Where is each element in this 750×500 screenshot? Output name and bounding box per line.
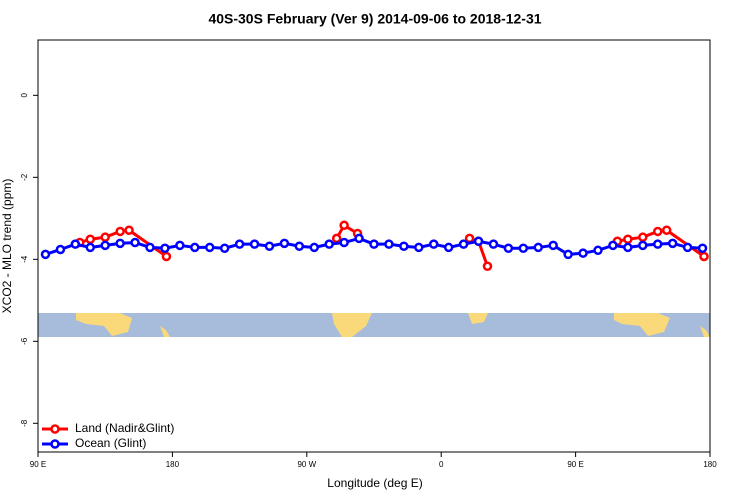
data-point [623,234,633,244]
data-point [482,261,493,272]
y-axis-label: XCO2 - MLO trend (ppm) [0,179,14,314]
data-point [309,242,320,253]
data-point [115,226,125,237]
data-point [234,239,245,249]
data-point [100,232,110,242]
data-point [488,239,499,249]
data-point [175,240,185,251]
data-point [399,241,409,251]
x-axis-label: Longitude (deg E) [327,476,422,490]
x-tick-label: 90 W [297,460,316,469]
data-point [623,242,633,253]
data-point [124,225,134,235]
data-point [699,251,709,262]
data-point [458,239,469,249]
data-point [369,239,379,249]
data-point [667,238,678,249]
x-tick-label: 0 [439,460,444,469]
data-point [100,240,110,251]
data-point [518,243,529,254]
data-point [638,232,648,242]
data-point [428,239,439,249]
data-point [219,243,230,254]
x-tick-label: 90 E [567,460,583,469]
data-point [638,240,648,251]
data-point [55,244,66,255]
data-point [190,242,200,253]
data-point [115,238,125,249]
data-point [339,237,349,248]
data-point [652,226,663,237]
data-point [682,242,693,253]
data-point [563,249,573,260]
data-point [652,239,663,249]
data-point [130,237,140,248]
x-tick-label: 180 [166,460,180,469]
data-point [354,233,364,244]
x-tick-label: 90 E [30,460,46,469]
y-tick-label: -4 [20,255,29,263]
data-point [414,242,424,253]
legend-label: Land (Nadir&Glint) [75,421,174,435]
data-point [145,242,155,253]
data-point [160,243,170,254]
y-tick-label: 0 [20,93,29,98]
map-strip [38,313,710,337]
data-point [204,242,215,253]
y-tick-label: -8 [20,419,29,427]
chart-title: 40S-30S February (Ver 9) 2014-09-06 to 2… [208,11,541,27]
data-point [578,248,588,258]
legend-marker [50,439,60,449]
y-tick-label: -6 [20,337,29,345]
data-point [593,245,603,256]
data-point [503,243,514,254]
data-point [443,242,454,253]
data-point [697,243,708,254]
legend-marker [50,424,60,434]
x-tick-label: 180 [703,460,717,469]
data-point [279,238,290,249]
plot-frame [37,39,711,453]
data-point [464,233,475,244]
data-point [608,240,618,251]
data-point [331,233,342,244]
data-point [40,249,51,260]
data-point [661,225,672,235]
data-point [339,220,349,231]
data-point [294,241,305,251]
data-point [249,239,260,249]
data-point [85,242,96,253]
data-point [473,236,484,247]
data-point [384,239,394,249]
data-point [70,239,81,249]
data-point [161,251,172,262]
data-point [85,234,96,244]
data-point [548,240,558,251]
data-point [264,241,275,251]
data-point [533,242,544,253]
legend-label: Ocean (Glint) [75,436,146,450]
y-tick-label: -2 [20,173,29,181]
data-point [324,239,334,249]
